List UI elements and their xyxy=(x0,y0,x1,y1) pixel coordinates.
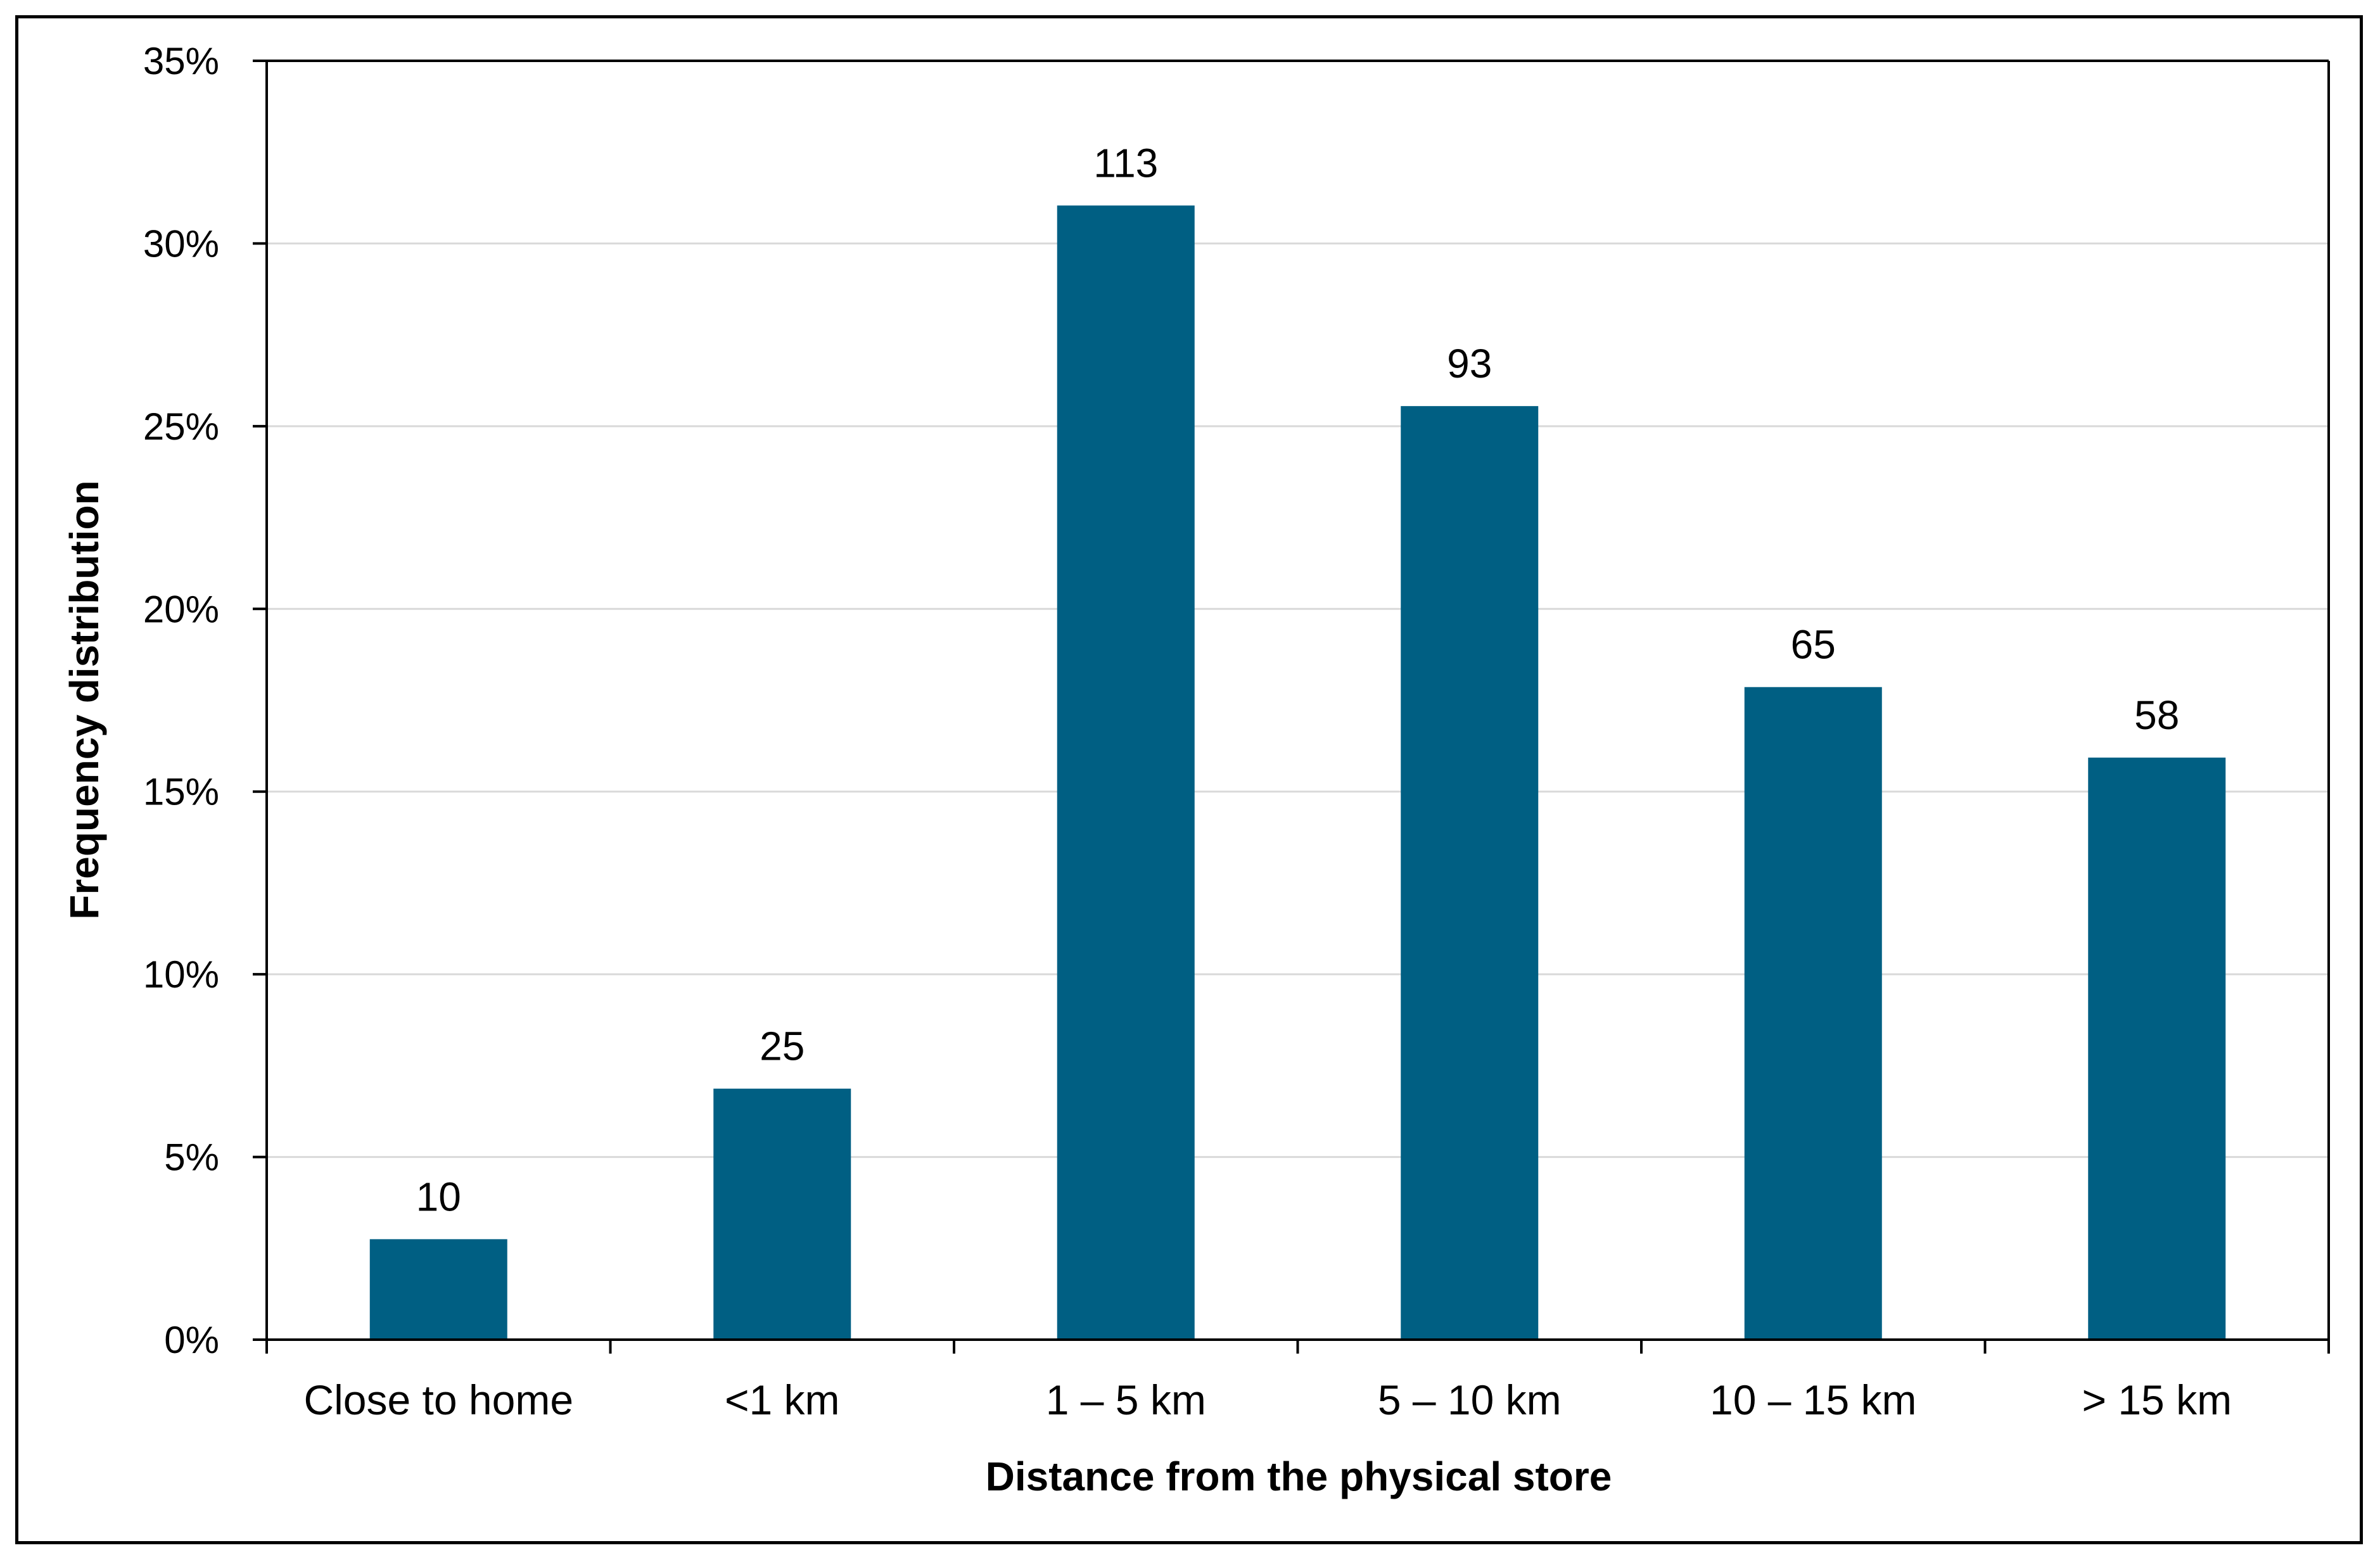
bar xyxy=(1401,406,1539,1340)
data-label: 58 xyxy=(2134,692,2179,738)
x-tick-label: 10 – 15 km xyxy=(1710,1376,1917,1423)
bar xyxy=(2088,758,2226,1340)
y-tick-label: 30% xyxy=(143,222,219,265)
bar xyxy=(713,1088,851,1340)
data-label: 65 xyxy=(1791,622,1836,668)
y-tick-label: 10% xyxy=(143,953,219,996)
data-labels: 10 25 113 93 65 58 xyxy=(416,140,2180,1219)
x-tick-label: Close to home xyxy=(303,1376,573,1423)
bar xyxy=(1057,205,1195,1340)
chart-frame xyxy=(15,15,2363,1544)
x-tick-label: 1 – 5 km xyxy=(1046,1376,1206,1423)
y-tick-label: 5% xyxy=(164,1136,219,1179)
bars xyxy=(369,205,2226,1340)
data-label: 25 xyxy=(760,1024,805,1069)
y-tick-label: 35% xyxy=(143,40,219,82)
bar xyxy=(369,1239,507,1340)
y-tick-label: 0% xyxy=(164,1319,219,1361)
y-tick-label: 20% xyxy=(143,588,219,630)
gridlines xyxy=(267,60,2329,1159)
x-tick-label: 5 – 10 km xyxy=(1378,1376,1562,1423)
data-label: 113 xyxy=(1093,140,1158,186)
bar xyxy=(1744,687,1882,1340)
x-axis-title: Distance from the physical store xyxy=(986,1454,1612,1499)
y-tick-label: 15% xyxy=(143,771,219,813)
data-label: 10 xyxy=(416,1174,461,1219)
data-label: 93 xyxy=(1447,341,1492,386)
x-tick-label: > 15 km xyxy=(2082,1376,2232,1423)
y-tick-label: 25% xyxy=(143,405,219,448)
axes: 0% 5% 10% 15% 20% 25% 30% 35% Close to home <1 km… xyxy=(143,40,2330,1423)
y-axis-title: Frequency distribution xyxy=(61,480,107,919)
x-tick-label: <1 km xyxy=(725,1376,840,1423)
